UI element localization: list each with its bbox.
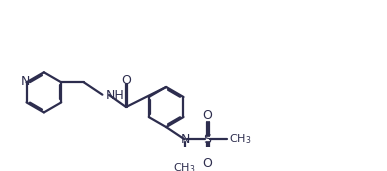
Text: N: N — [180, 133, 190, 146]
Text: O: O — [121, 74, 131, 87]
Text: O: O — [202, 109, 212, 122]
Text: O: O — [202, 157, 212, 170]
Text: S: S — [203, 133, 211, 146]
Text: CH$_3$: CH$_3$ — [173, 161, 196, 171]
Text: N: N — [21, 75, 30, 88]
Text: NH: NH — [106, 89, 125, 102]
Text: CH$_3$: CH$_3$ — [229, 133, 251, 146]
